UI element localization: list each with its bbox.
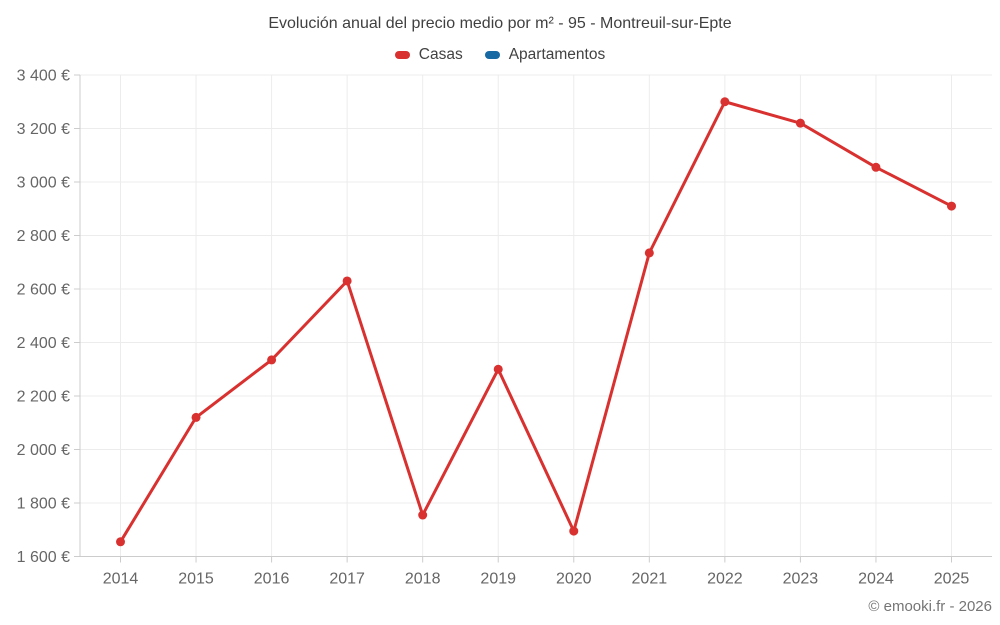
x-axis-tick-label: 2023 bbox=[783, 571, 819, 588]
x-axis-tick-label: 2024 bbox=[858, 571, 894, 588]
y-axis-tick-label: 1 800 € bbox=[17, 496, 70, 513]
data-point-casas-2025[interactable] bbox=[947, 201, 956, 211]
y-axis-tick-label: 2 200 € bbox=[17, 389, 70, 406]
legend-item-apartamentos[interactable]: Apartamentos bbox=[484, 46, 606, 64]
x-axis-tick-label: 2018 bbox=[405, 571, 441, 588]
x-axis-tick-label: 2020 bbox=[556, 571, 592, 588]
series-line-casas bbox=[119, 100, 953, 544]
data-point-casas-2021[interactable] bbox=[644, 248, 654, 258]
axes: 1 600 € 1 800 € 2 000 € 2 200 € 2 400 € 2 600… bbox=[17, 68, 992, 588]
x-axis-tick-label: 2022 bbox=[707, 571, 743, 588]
legend-label-apartamentos: Apartamentos bbox=[508, 46, 606, 63]
y-axis-tick-label: 2 800 € bbox=[17, 228, 70, 245]
legend-label-casas: Casas bbox=[418, 46, 463, 63]
data-point-casas-2017[interactable] bbox=[342, 276, 352, 286]
x-axis-tick-label: 2021 bbox=[632, 571, 668, 588]
apartamentos-swatch-icon bbox=[484, 51, 500, 59]
data-point-casas-2020[interactable] bbox=[569, 526, 579, 536]
legend-item-casas[interactable]: Casas bbox=[394, 46, 463, 64]
y-axis-tick-label: 3 200 € bbox=[17, 121, 70, 138]
y-axis-tick-label: 3 000 € bbox=[17, 175, 70, 192]
data-point-casas-2016[interactable] bbox=[267, 355, 277, 365]
x-axis-tick-label: 2015 bbox=[178, 571, 214, 588]
x-axis-tick-label: 2016 bbox=[254, 571, 290, 588]
data-point-casas-2023[interactable] bbox=[795, 118, 805, 128]
data-point-casas-2022[interactable] bbox=[720, 97, 730, 107]
y-axis-tick-label: 2 600 € bbox=[17, 282, 70, 299]
data-point-casas-2015[interactable] bbox=[191, 412, 201, 422]
y-axis-tick-label: 1 600 € bbox=[17, 549, 70, 566]
chart-title: Evolución anual del precio medio por m² … bbox=[268, 15, 732, 32]
chart-legend: Casas Apartamentos bbox=[0, 46, 1000, 64]
x-axis-tick-label: 2017 bbox=[329, 571, 365, 588]
y-axis-tick-label: 2 400 € bbox=[17, 335, 70, 352]
gridlines bbox=[80, 74, 992, 557]
data-point-casas-2014[interactable] bbox=[116, 537, 125, 547]
data-point-casas-2018[interactable] bbox=[418, 510, 428, 520]
x-axis-tick-label: 2014 bbox=[103, 571, 139, 588]
y-axis-tick-label: 2 000 € bbox=[17, 442, 70, 459]
footer-credit: © emooki.fr - 2026 bbox=[868, 598, 992, 615]
y-axis-tick-label: 3 400 € bbox=[17, 68, 70, 85]
data-point-casas-2024[interactable] bbox=[871, 162, 881, 172]
casas-swatch-icon bbox=[394, 51, 410, 59]
data-point-casas-2019[interactable] bbox=[493, 364, 503, 374]
x-axis-tick-label: 2025 bbox=[934, 571, 970, 588]
x-axis-tick-label: 2019 bbox=[480, 571, 516, 588]
